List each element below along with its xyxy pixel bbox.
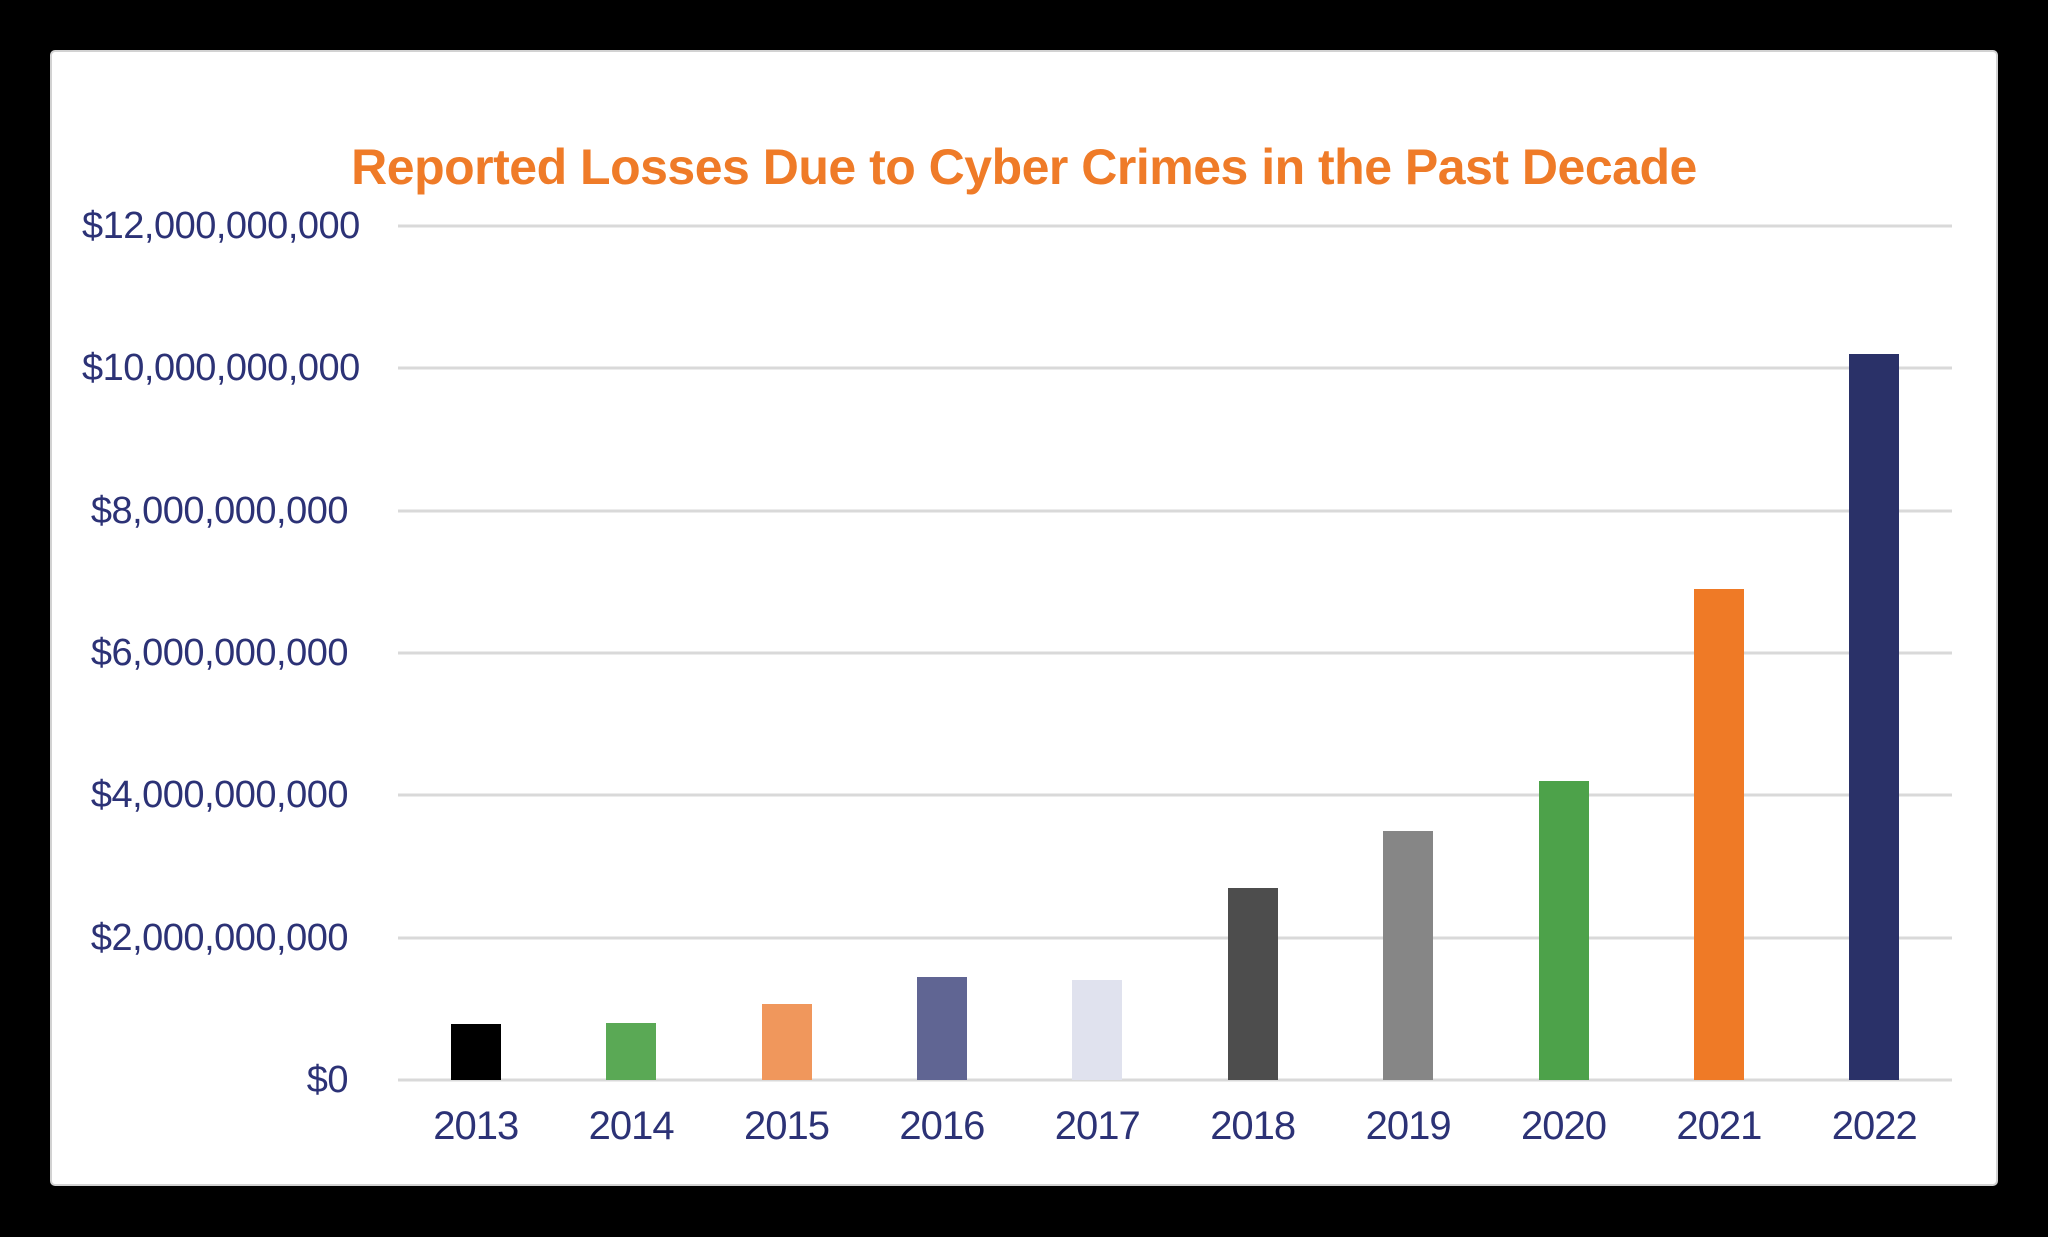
gridline [398, 366, 1952, 370]
y-axis-tick-label: $10,000,000,000 [82, 347, 360, 390]
gridline [398, 1078, 1952, 1082]
gridline [398, 509, 1952, 513]
gridline [398, 224, 1952, 228]
bar-2021 [1693, 588, 1744, 1080]
y-axis-tick-label: $8,000,000,000 [90, 489, 349, 532]
x-axis-tick-label: 2015 [744, 1104, 830, 1148]
x-axis-tick-label: 2019 [1365, 1104, 1452, 1148]
bar-2022 [1849, 354, 1900, 1080]
y-axis-tick-label: $6,000,000,000 [90, 632, 349, 674]
x-axis-tick-label: 2013 [433, 1104, 519, 1148]
gridline [398, 793, 1952, 797]
bar-2015 [761, 1003, 812, 1080]
y-axis-tick-label: $0 [306, 1059, 349, 1101]
chart-title: Reported Losses Due to Cyber Crimes in t… [351, 139, 1697, 195]
chart-card: Reported Losses Due to Cyber Crimes in t… [50, 50, 1998, 1186]
y-axis-tick-label: $12,000,000,000 [82, 205, 360, 247]
bar-2013 [450, 1024, 501, 1080]
plot-area: $12,000,000,000 $10,000,000,000 $8,000,000… [82, 207, 1952, 1148]
gridline [398, 651, 1952, 655]
bar-2017 [1072, 980, 1123, 1080]
bar-2020 [1538, 781, 1589, 1080]
x-axis-tick-label: 2018 [1210, 1104, 1296, 1148]
y-axis-tick-label: $2,000,000,000 [90, 916, 349, 959]
bar-2014 [606, 1023, 657, 1080]
gridline [398, 936, 1952, 940]
bar-2018 [1227, 887, 1278, 1080]
x-axis-tick-label: 2020 [1521, 1104, 1607, 1148]
x-axis-tick-label: 2016 [899, 1104, 985, 1148]
y-axis-tick-label: $4,000,000,000 [90, 774, 349, 817]
x-axis-tick-label: 2021 [1676, 1104, 1762, 1148]
x-axis-tick-label: 2017 [1054, 1104, 1141, 1148]
x-axis-tick-label: 2022 [1831, 1104, 1918, 1148]
bar-2019 [1383, 830, 1434, 1080]
bar-2016 [916, 976, 967, 1080]
x-axis-tick-label: 2014 [588, 1104, 675, 1148]
